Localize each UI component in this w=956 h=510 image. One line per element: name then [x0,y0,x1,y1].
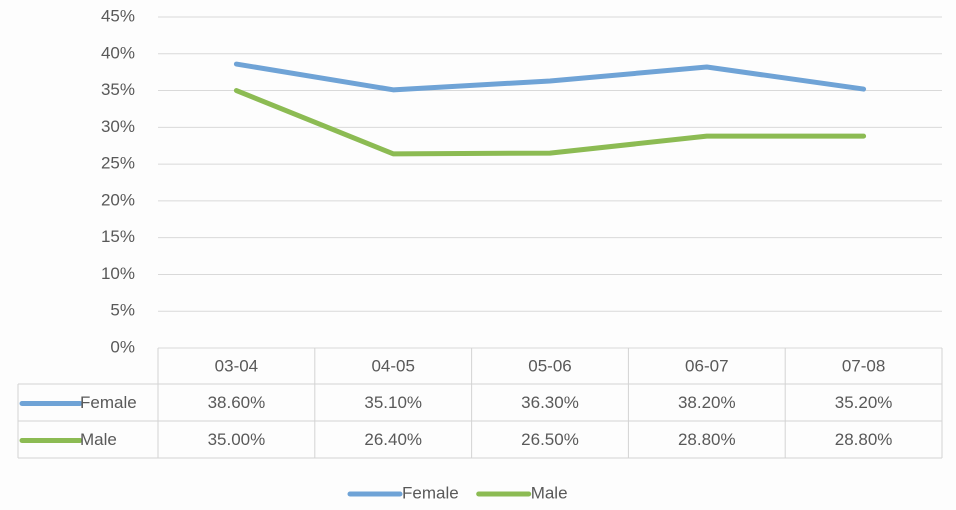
y-tick-label: 20% [101,190,135,209]
y-tick-label: 5% [110,301,135,320]
x-tick-label: 04-05 [371,356,414,375]
table-value: 26.50% [521,430,579,449]
table-value: 35.00% [208,430,266,449]
y-tick-label: 30% [101,117,135,136]
table-series-name: Female [80,393,137,412]
y-tick-label: 35% [101,80,135,99]
y-tick-label: 15% [101,227,135,246]
x-tick-label: 05-06 [528,356,571,375]
x-tick-label: 07-08 [842,356,885,375]
table-value: 36.30% [521,393,579,412]
table-value: 28.80% [835,430,893,449]
y-tick-label: 10% [101,264,135,283]
table-value: 38.60% [208,393,266,412]
table-value: 35.20% [835,393,893,412]
table-value: 38.20% [678,393,736,412]
table-series-name: Male [80,430,117,449]
y-tick-label: 45% [101,6,135,25]
table-value: 35.10% [364,393,422,412]
y-tick-label: 25% [101,154,135,173]
y-tick-label: 40% [101,43,135,62]
series-line [233,88,867,157]
legend-label: Female [402,483,459,502]
series-line [233,61,867,93]
table-value: 26.40% [364,430,422,449]
x-tick-label: 03-04 [215,356,258,375]
x-tick-label: 06-07 [685,356,728,375]
y-tick-label: 0% [110,337,135,356]
legend-label: Male [531,483,568,502]
table-value: 28.80% [678,430,736,449]
